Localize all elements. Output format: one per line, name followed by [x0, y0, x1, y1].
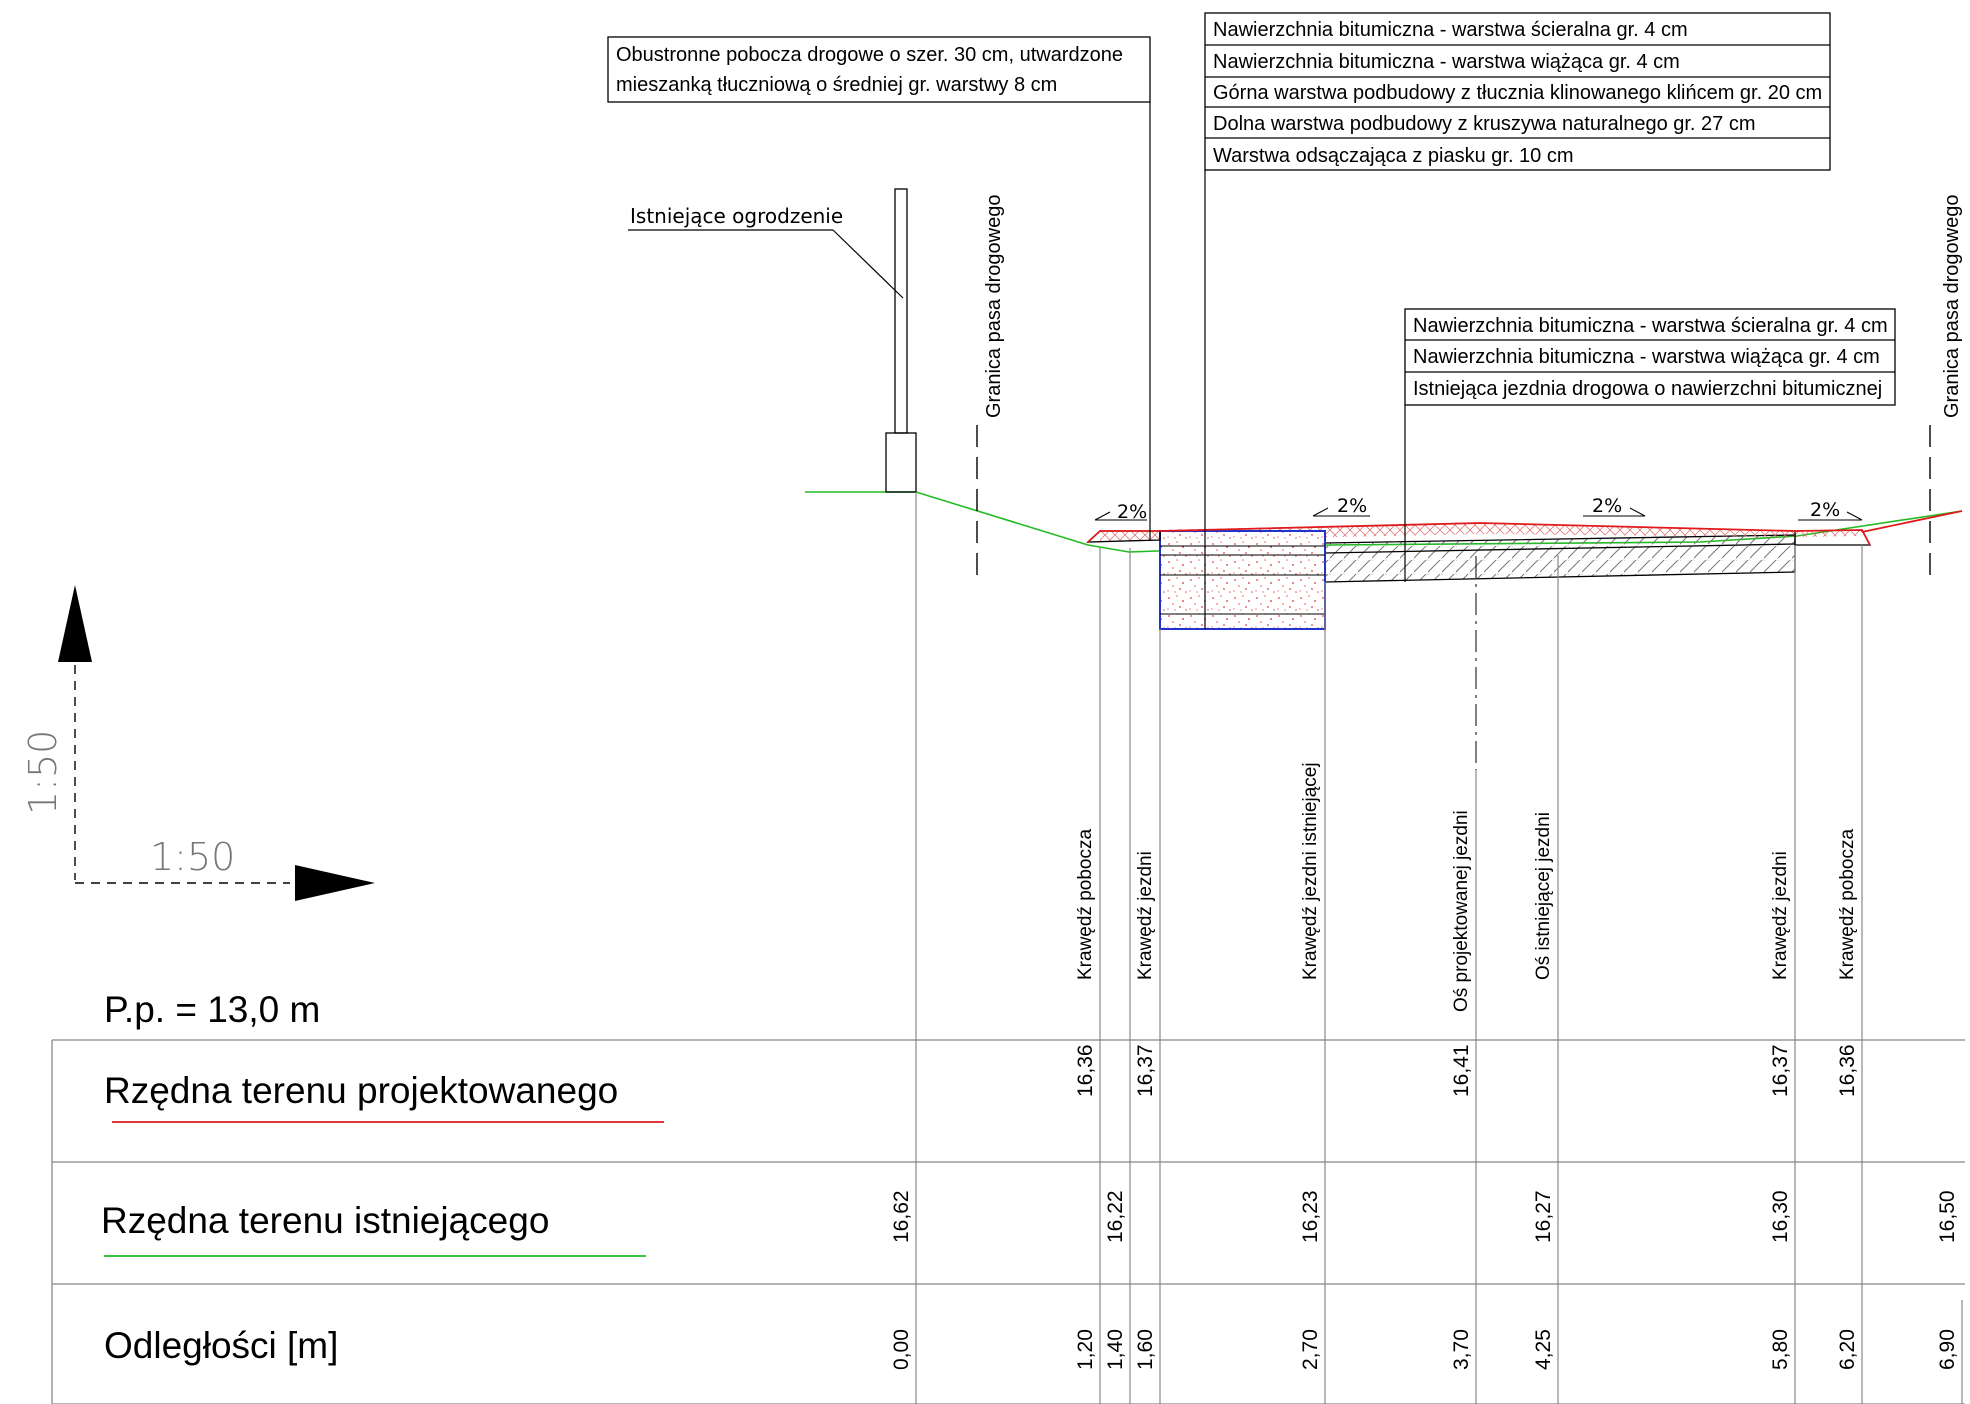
plane-reference-label: P.p. = 13,0 m [104, 989, 320, 1030]
station-label: Oś istniejącej jezdni [1533, 812, 1554, 980]
existing-elevation: 16,22 [1104, 1190, 1127, 1243]
slope-mark-1: 2% [1094, 501, 1147, 523]
station-label: Krawędź jezdni [1770, 851, 1791, 980]
data-table: Rzędna terenu projektowanego Rzędna tere… [51, 1039, 1965, 1404]
new-layer-2: Nawierzchnia bitumiczna - warstwa wiążąc… [1213, 51, 1680, 73]
slope-mark-2: 2% [1312, 495, 1370, 517]
station-label: Oś projektowanej jezdni [1451, 810, 1472, 1012]
distance-value: 2,70 [1299, 1329, 1322, 1370]
fence-label: Istniejące ogrodzenie [630, 204, 843, 228]
distance-value: 6,90 [1936, 1329, 1959, 1370]
designed-elevation: 16,36 [1836, 1044, 1859, 1097]
station-labels: Krawędź pobocza Krawędź jezdni Krawędź j… [1075, 762, 1858, 1012]
horizontal-arrow-icon [295, 865, 375, 901]
shoulder-note-line-1: Obustronne pobocza drogowe o szer. 30 cm… [616, 44, 1123, 66]
shoulder-note: Obustronne pobocza drogowe o szer. 30 cm… [607, 36, 1151, 540]
row-label-existing: Rzędna terenu istniejącego [101, 1200, 549, 1241]
slope-label: 2% [1592, 495, 1622, 517]
vertical-arrow-icon [58, 585, 92, 662]
distance-value: 1,20 [1074, 1329, 1097, 1370]
vertical-scale-label: 1:50 [21, 730, 65, 815]
existing-elevation: 16,23 [1299, 1190, 1322, 1243]
scale-indicator: 1:50 1:50 [21, 585, 375, 901]
slope-mark-4: 2% [1798, 499, 1863, 521]
new-pavement-legend: Nawierzchnia bitumiczna - warstwa ściera… [1204, 12, 1831, 629]
slope-label: 2% [1337, 495, 1367, 517]
right-of-way-label-right: Granica pasa drogowego [1941, 195, 1963, 418]
shoulder-note-line-2: mieszanką tłuczniową o średniej gr. wars… [616, 74, 1057, 96]
existing-pavement [1324, 534, 1796, 583]
existing-layer-3: Istniejąca jezdnia drogowa o nawierzchni… [1413, 378, 1882, 400]
existing-layer-1: Nawierzchnia bitumiczna - warstwa ściera… [1413, 315, 1888, 337]
existing-elevation: 16,30 [1769, 1190, 1792, 1243]
distance-value: 1,60 [1134, 1329, 1157, 1370]
station-label: Krawędź jezdni istniejącej [1300, 762, 1321, 980]
new-layer-5: Warstwa odsączająca z piasku gr. 10 cm [1213, 145, 1574, 167]
designed-elevation: 16,37 [1134, 1044, 1157, 1097]
new-pavement-box [1159, 530, 1326, 630]
slope-mark-3: 2% [1583, 495, 1646, 517]
existing-pavement-legend: Nawierzchnia bitumiczna - warstwa ściera… [1404, 308, 1896, 582]
distance-value: 0,00 [890, 1329, 913, 1370]
cross-section [805, 188, 1963, 770]
designed-elevation: 16,37 [1769, 1044, 1792, 1097]
distance-value: 4,25 [1532, 1329, 1555, 1370]
horizontal-scale-label: 1:50 [150, 835, 235, 879]
new-layer-4: Dolna warstwa podbudowy z kruszywa natur… [1213, 113, 1756, 135]
designed-surface-line [1087, 522, 1871, 546]
slope-label: 2% [1117, 501, 1147, 523]
row-label-distances: Odległości [m] [104, 1325, 338, 1366]
existing-layer-2: Nawierzchnia bitumiczna - warstwa wiążąc… [1413, 346, 1880, 368]
right-of-way-label-left: Granica pasa drogowego [983, 195, 1005, 418]
distance-value: 1,40 [1104, 1329, 1127, 1370]
slope-marks: 2% 2% 2% 2% [1094, 495, 1863, 523]
existing-elevation: 16,62 [890, 1190, 913, 1243]
existing-elevation: 16,27 [1532, 1190, 1555, 1243]
station-label: Krawędź pobocza [1837, 829, 1858, 980]
distance-value: 6,20 [1836, 1329, 1859, 1370]
existing-elevation: 16,50 [1936, 1190, 1959, 1243]
existing-fence [885, 188, 917, 493]
new-layer-1: Nawierzchnia bitumiczna - warstwa ściera… [1213, 19, 1688, 41]
row-label-designed: Rzędna terenu projektowanego [104, 1070, 618, 1111]
new-layer-3: Górna warstwa podbudowy z tłucznia klino… [1213, 82, 1822, 104]
station-label: Krawędź jezdni [1135, 851, 1156, 980]
slope-label: 2% [1810, 499, 1840, 521]
designed-elevation: 16,36 [1074, 1044, 1097, 1097]
fence-annotation: Istniejące ogrodzenie [628, 204, 904, 299]
distance-value: 3,70 [1450, 1329, 1473, 1370]
designed-elevation: 16,41 [1450, 1044, 1473, 1097]
station-label: Krawędź pobocza [1075, 829, 1096, 980]
reference-lines [915, 492, 1963, 1404]
distance-value: 5,80 [1769, 1329, 1792, 1370]
